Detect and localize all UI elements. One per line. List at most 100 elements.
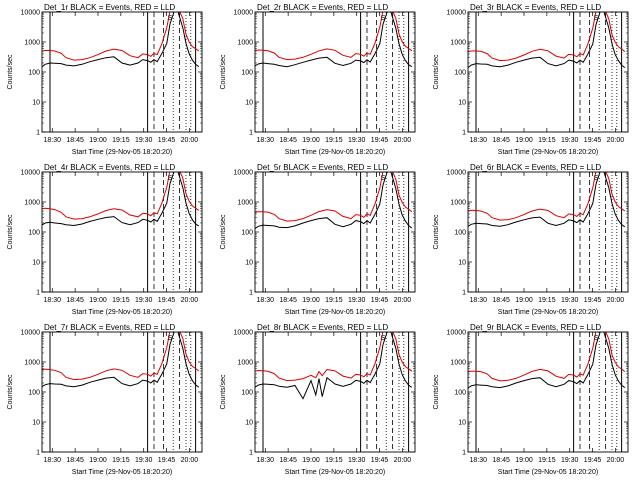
lld-series-line [42, 332, 200, 381]
y-tick-label: 10000 [447, 330, 467, 337]
axis-ticks [255, 171, 415, 293]
plot-area [468, 332, 626, 452]
lld-series-line [468, 12, 626, 62]
axis-ticks [468, 171, 628, 293]
x-tick-label: 18:45 [66, 297, 84, 304]
chart-svg: Det_3r BLACK = Events, RED = LLD Counts/s… [433, 3, 629, 156]
y-tick-label: 10 [458, 260, 466, 267]
y-tick-label: 1 [249, 130, 253, 137]
x-tick-label: 19:30 [348, 297, 366, 304]
lld-series-line [255, 332, 413, 382]
events-series-line [255, 332, 413, 400]
y-axis-label: Counts/sec [433, 374, 440, 410]
x-tick-label: 19:45 [584, 297, 602, 304]
y-tick-label: 1000 [237, 200, 253, 207]
x-axis-label: Start Time (29-Nov-05 18:20:20) [285, 149, 385, 156]
x-tick-label: 19:45 [584, 457, 602, 464]
x-tick-label: 19:00 [515, 457, 533, 464]
x-tick-label: 20:00 [394, 457, 412, 464]
x-tick-label: 19:00 [89, 137, 107, 144]
y-tick-label: 100 [241, 230, 253, 237]
plot-frame [41, 331, 203, 453]
y-tick-label: 1000 [450, 200, 466, 207]
plot-frame [467, 11, 629, 133]
plot-area [468, 172, 626, 292]
plot-area [255, 12, 413, 132]
chart-svg: Det_4r BLACK = Events, RED = LLD Counts/s… [7, 163, 203, 316]
x-tick-label: 18:30 [257, 297, 275, 304]
y-tick-label: 10 [32, 260, 40, 267]
y-axis-label: Counts/sec [7, 374, 14, 410]
x-tick-label: 18:45 [66, 137, 84, 144]
x-tick-label: 19:45 [371, 297, 389, 304]
x-tick-label: 19:30 [135, 457, 153, 464]
lld-series-line [255, 172, 413, 222]
y-tick-label: 100 [454, 70, 466, 77]
x-tick-label: 20:00 [607, 137, 625, 144]
y-tick-label: 1 [462, 130, 466, 137]
y-tick-label: 10 [245, 100, 253, 107]
x-tick-label: 19:00 [515, 297, 533, 304]
x-tick-label: 18:30 [470, 297, 488, 304]
x-tick-label: 19:30 [135, 137, 153, 144]
x-tick-label: 18:45 [279, 297, 297, 304]
y-tick-label: 1 [462, 450, 466, 457]
plot-area [42, 12, 200, 132]
lld-series-line [468, 332, 626, 382]
chart-svg: Det_9r BLACK = Events, RED = LLD Counts/s… [433, 323, 629, 476]
y-tick-label: 1000 [237, 40, 253, 47]
y-tick-label: 1000 [237, 360, 253, 367]
x-tick-label: 19:30 [348, 137, 366, 144]
plot-frame [254, 171, 416, 293]
x-tick-label: 19:30 [561, 297, 579, 304]
x-tick-label: 18:30 [257, 137, 275, 144]
events-series-line [468, 332, 626, 389]
detector-panel-8: Det_8r BLACK = Events, RED = LLD Counts/s… [213, 320, 426, 480]
events-series-line [42, 12, 200, 68]
x-tick-label: 18:30 [470, 457, 488, 464]
x-axis-label: Start Time (29-Nov-05 18:20:20) [285, 309, 385, 316]
chart-title: Det_1r BLACK = Events, RED = LLD [44, 3, 175, 12]
x-tick-label: 19:15 [325, 457, 343, 464]
x-tick-label: 20:00 [394, 137, 412, 144]
x-axis-label: Start Time (29-Nov-05 18:20:20) [72, 469, 172, 476]
x-tick-label: 19:45 [371, 457, 389, 464]
x-tick-label: 19:00 [515, 137, 533, 144]
y-tick-label: 10000 [21, 10, 41, 17]
y-tick-label: 1000 [450, 360, 466, 367]
axis-ticks [42, 331, 202, 453]
y-tick-label: 100 [241, 70, 253, 77]
x-tick-label: 18:45 [279, 457, 297, 464]
y-axis-label: Counts/sec [433, 54, 440, 90]
lld-series-line [255, 12, 413, 61]
axis-ticks [255, 11, 415, 133]
x-tick-label: 20:00 [181, 457, 199, 464]
lld-series-line [468, 172, 626, 221]
y-tick-label: 10000 [21, 170, 41, 177]
x-tick-label: 20:00 [181, 297, 199, 304]
y-tick-label: 100 [28, 390, 40, 397]
plot-frame [254, 331, 416, 453]
detector-panel-1: Det_1r BLACK = Events, RED = LLD Counts/s… [0, 0, 213, 160]
y-axis-label: Counts/sec [7, 214, 14, 250]
chart-title: Det_5r BLACK = Events, RED = LLD [257, 163, 388, 172]
y-tick-label: 10 [245, 260, 253, 267]
x-tick-label: 18:45 [279, 137, 297, 144]
x-tick-label: 19:15 [112, 297, 130, 304]
x-tick-label: 19:30 [561, 457, 579, 464]
y-tick-label: 10 [32, 100, 40, 107]
y-tick-label: 1000 [24, 40, 40, 47]
chart-svg: Det_7r BLACK = Events, RED = LLD Counts/s… [7, 323, 203, 476]
y-tick-label: 100 [241, 390, 253, 397]
y-tick-label: 1 [36, 450, 40, 457]
x-tick-label: 18:30 [44, 457, 62, 464]
y-tick-label: 100 [454, 230, 466, 237]
chart-svg: Det_1r BLACK = Events, RED = LLD Counts/s… [7, 3, 203, 156]
x-tick-label: 19:45 [158, 297, 176, 304]
y-tick-label: 100 [454, 390, 466, 397]
plot-frame [41, 171, 203, 293]
marker-label: S [594, 15, 599, 22]
y-tick-label: 100 [28, 230, 40, 237]
x-tick-label: 19:45 [584, 137, 602, 144]
